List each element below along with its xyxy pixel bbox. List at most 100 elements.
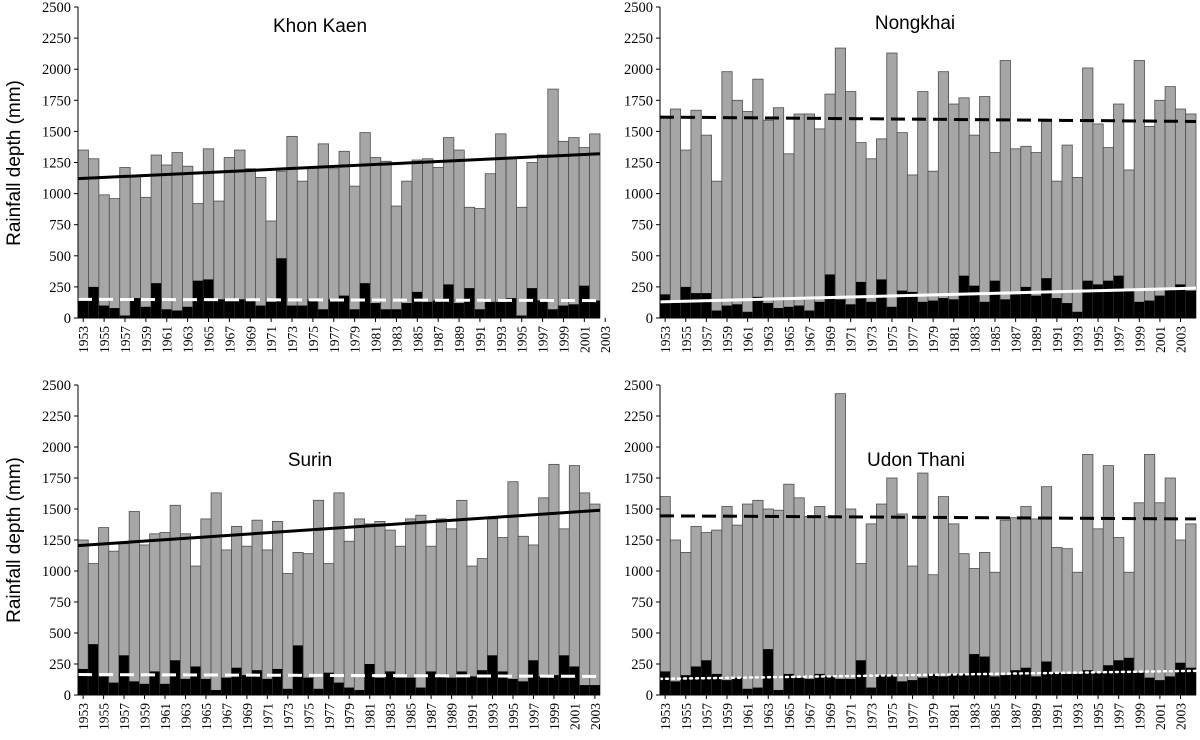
nongkhai-extreme-bar-1971: [845, 304, 856, 318]
khon-kaen-extreme-bar-1972: [276, 258, 287, 318]
khon-kaen-y-tick-label: 1500: [42, 124, 71, 140]
khon-kaen-x-tick-label: 1963: [181, 326, 196, 353]
nongkhai-x-tick-label: 1993: [1070, 326, 1085, 353]
udon-thani-annual-bar-1987: [1010, 517, 1022, 696]
udon-thani-annual-bar-1958: [711, 529, 723, 696]
surin-x-tick-label: 2003: [588, 703, 603, 730]
nongkhai-x-tick-label: 1977: [906, 326, 921, 353]
udon-thani-annual-bar-1996: [1102, 465, 1114, 696]
nongkhai-extreme-bar-1997: [1113, 275, 1124, 318]
khon-kaen-annual-bar-1998: [547, 88, 559, 319]
nongkhai-extreme-bar-1986: [1000, 299, 1011, 318]
nongkhai-extreme-bar-1970: [835, 299, 846, 318]
nongkhai-extreme-bar-1998: [1123, 290, 1135, 318]
khon-kaen-extreme-bar-1970: [255, 305, 266, 318]
surin-extreme-bar-1990: [456, 671, 467, 695]
nongkhai-x-tick-label: 1965: [782, 326, 797, 353]
udon-thani-extreme-bar-1982: [958, 673, 970, 695]
khon-kaen-annual-bar-2000: [568, 137, 580, 319]
surin-x-tick-label: 1989: [445, 703, 460, 730]
khon-kaen-extreme-bar-1994: [506, 298, 517, 318]
nongkhai-extreme-bar-1976: [897, 290, 908, 318]
khon-kaen-x-tick-label: 1971: [264, 326, 279, 353]
nongkhai-y-tick-label: 1500: [624, 124, 653, 140]
khon-kaen-x-tick-label: 1973: [285, 326, 300, 353]
udon-thani-annual-bar-1966: [793, 497, 805, 696]
nongkhai-x-tick-label: 1989: [1029, 326, 1044, 353]
surin-y-tick-label: 250: [49, 657, 71, 673]
khon-kaen-extreme-bar-1967: [224, 299, 235, 318]
surin-x-tick-label: 1979: [342, 703, 357, 730]
udon-thani-annual-bar-1967: [803, 516, 816, 696]
udon-thani-x-tick-label: 1963: [761, 703, 776, 730]
nongkhai-y-tick-label: 750: [631, 218, 653, 234]
surin-annual-bar-1979: [343, 540, 355, 696]
surin-extreme-bar-1988: [436, 675, 447, 695]
udon-thani-extreme-bar-1965: [783, 673, 794, 695]
surin-extreme-bar-1983: [385, 671, 396, 695]
udon-thani-bars: [659, 393, 1197, 696]
panel-khon-kaen: 0 250 500 750 1000 1250 1500 1750 2000 2250 2500 19…: [4, 0, 613, 353]
khon-kaen-extreme-bar-1957: [119, 315, 131, 318]
surin-y-tick-label: 500: [49, 626, 71, 642]
khon-kaen-extreme-bar-1991: [474, 309, 486, 318]
udon-thani-x-tick-label: 1959: [720, 703, 735, 730]
udon-thani-x-tick-label: 1955: [679, 703, 694, 730]
khon-kaen-extreme-bar-1964: [192, 280, 204, 318]
nongkhai-x-tick-label: 1967: [802, 326, 817, 353]
nongkhai-extreme-bar-2004: [1185, 290, 1196, 318]
surin-annual-bar-1995: [507, 481, 519, 696]
nongkhai-extreme-bar-1962: [752, 296, 764, 318]
nongkhai-x-tick-label: 1981: [947, 326, 962, 353]
khon-kaen-y-tick-label: 0: [64, 311, 71, 327]
surin-x-tick-label: 1959: [138, 703, 153, 730]
udon-thani-x-tick-label: 1997: [1112, 703, 1127, 730]
udon-thani-y-tick-label: 0: [646, 688, 653, 704]
udon-thani-x-tick-label: 1977: [906, 703, 921, 730]
khon-kaen-extreme-bar-2000: [568, 304, 580, 318]
khon-kaen-extreme-bar-1985: [412, 291, 423, 318]
udon-thani-annual-bar-1955: [680, 552, 692, 696]
khon-kaen-x-tick-label: 1985: [410, 326, 425, 353]
surin-extreme-bar-1953: [78, 668, 89, 695]
khon-kaen-y-tick-label: 2500: [42, 0, 71, 16]
udon-thani-annual-bar-1959: [721, 506, 733, 696]
udon-thani-extreme-bar-1974: [876, 675, 887, 695]
udon-thani-y-tick-label: 1000: [624, 564, 653, 580]
surin-extreme-bar-1965: [200, 678, 212, 695]
udon-thani-extreme-bar-1971: [845, 678, 856, 695]
nongkhai-bars: [659, 47, 1197, 319]
surin-annual-bar-1996: [517, 535, 529, 696]
surin-annual-bar-2001: [568, 465, 580, 696]
panel-udon-thani: 0 250 500 750 1000 1250 1500 1750 2000 2250 2500 19…: [624, 378, 1198, 730]
nongkhai-extreme-bar-1965: [783, 306, 794, 318]
nongkhai-trend-lines: [659, 115, 1197, 304]
panel-surin: 0 250 500 750 1000 1250 1500 1750 2000 2250 2500 19…: [4, 378, 603, 730]
surin-annual-bar-1994: [497, 537, 509, 696]
nongkhai-x-tick-label: 2003: [1174, 326, 1189, 353]
nongkhai-annual-bar-1959: [721, 71, 733, 319]
udon-thani-x-tick-label: 1979: [926, 703, 941, 730]
khon-kaen-extreme-bar-1977: [328, 299, 339, 318]
udon-thani-extreme-bar-1978: [917, 677, 928, 695]
surin-x-tick-label: 1977: [322, 703, 337, 730]
udon-thani-annual-bar-1961: [742, 503, 754, 696]
surin-y-tick-label: 1250: [42, 533, 71, 549]
udon-thani-extreme-bar-2003: [1175, 662, 1186, 695]
khon-kaen-annual-bar-1957: [119, 167, 131, 319]
surin-extreme-bar-1999: [548, 675, 560, 695]
udon-thani-x-tick-label: 1999: [1132, 703, 1147, 730]
nongkhai-annual-bar-1957: [700, 134, 712, 319]
surin-extreme-bar-1992: [477, 670, 488, 695]
surin-trend-lines: [77, 508, 601, 678]
nongkhai-y-tick-label: 500: [631, 249, 653, 265]
khon-kaen-y-tick-label: 1250: [42, 156, 71, 172]
khon-kaen-extreme-bar-1995: [516, 315, 527, 318]
udon-thani-y-tick-label: 250: [631, 657, 653, 673]
khon-kaen-x-tick-label: 1989: [452, 326, 467, 353]
udon-thani-extreme-bar-1998: [1123, 657, 1135, 695]
nongkhai-extreme-bar-1963: [763, 303, 774, 318]
udon-thani-extreme-bar-1972: [855, 660, 867, 695]
nongkhai-x-tick-label: 1997: [1112, 326, 1127, 353]
khon-kaen-extreme-bar-1963: [182, 306, 193, 318]
